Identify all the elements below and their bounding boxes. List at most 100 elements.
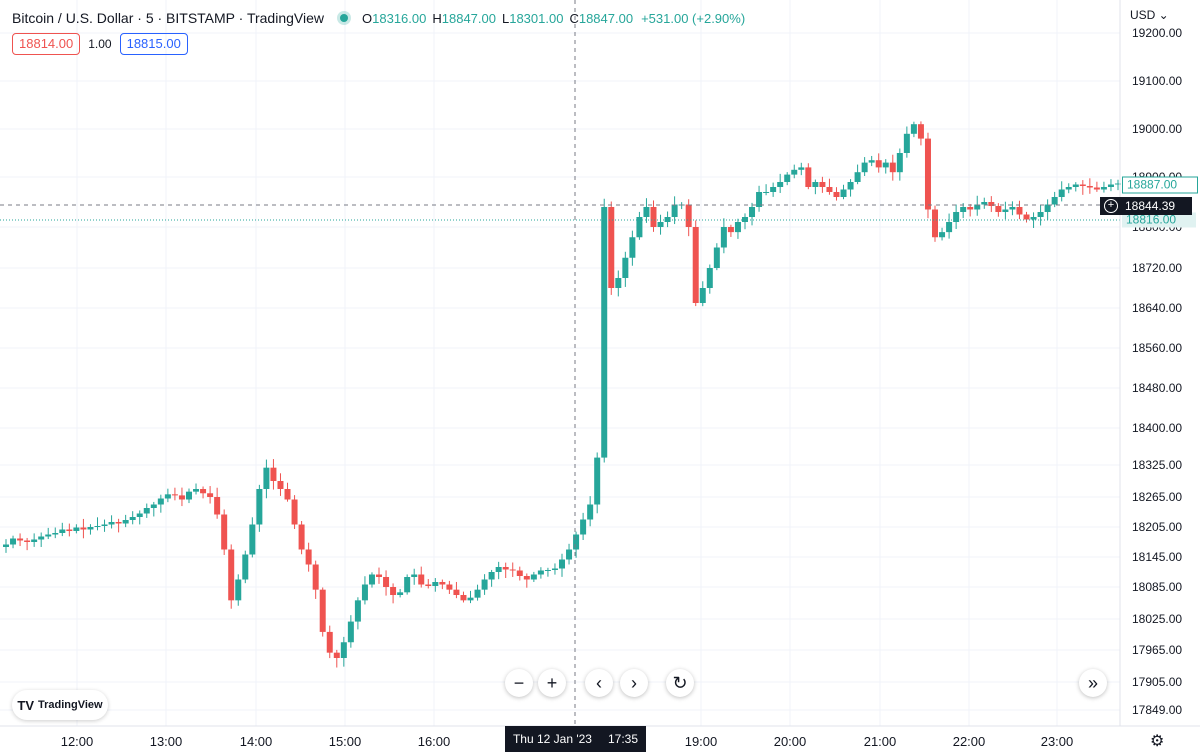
candle-body xyxy=(1023,214,1030,220)
candle-body xyxy=(727,227,734,233)
reset-chart-button[interactable]: ↻ xyxy=(666,669,694,697)
scroll-to-realtime-button[interactable]: » xyxy=(1079,669,1107,697)
candle-body xyxy=(10,538,17,545)
price-tick-label: 19000.00 xyxy=(1132,122,1183,136)
price-tick-label: 18400.00 xyxy=(1132,421,1183,435)
price-tick-label: 18480.00 xyxy=(1132,381,1183,395)
candle-body xyxy=(474,589,481,598)
candle-body xyxy=(340,642,347,658)
add-alert-icon[interactable]: + xyxy=(1104,199,1118,213)
price-tick-label: 18145.00 xyxy=(1132,550,1183,564)
candle-body xyxy=(939,232,946,238)
candle-body xyxy=(974,204,981,210)
candle-body xyxy=(361,584,368,601)
symbol-title[interactable]: Bitcoin / U.S. Dollar · 5 · BITSTAMP · T… xyxy=(12,10,324,26)
candle-body xyxy=(502,567,509,570)
gear-icon[interactable]: ⚙ xyxy=(1150,733,1165,750)
candle-body xyxy=(467,597,474,601)
candle-body xyxy=(80,527,87,530)
price-axis[interactable]: 19200.0019100.0019000.0018900.0018800.00… xyxy=(1120,0,1200,726)
candle-body xyxy=(150,504,157,508)
candle-body xyxy=(805,167,812,187)
candle-body xyxy=(953,212,960,222)
candle-body xyxy=(171,494,178,496)
change-value: +531.00 (+2.90%) xyxy=(641,10,746,26)
price-tick-label: 18205.00 xyxy=(1132,520,1183,534)
candle-body xyxy=(622,257,629,278)
candle-body xyxy=(256,489,263,525)
candle-body xyxy=(122,520,129,524)
candle-body xyxy=(594,457,601,505)
time-tick-label: 12:00 xyxy=(60,734,94,749)
candle-body xyxy=(826,187,833,192)
tradingview-logo[interactable]: TV TradingView xyxy=(12,690,108,720)
candle-body xyxy=(643,207,650,217)
candle-body xyxy=(847,182,854,190)
trade-panel: 18814.00 1.00 18815.00 xyxy=(12,33,188,55)
time-tick-label: 21:00 xyxy=(863,734,897,749)
candle-body xyxy=(988,202,995,206)
candle-body xyxy=(87,527,94,530)
time-axis[interactable]: 12:00 13:00 14:00 15:00 16:00 19:00 20:00 21:00… xyxy=(0,726,1120,755)
candle-body xyxy=(221,514,228,550)
candle-body xyxy=(1093,187,1100,190)
candle-body xyxy=(544,570,551,571)
candle-body xyxy=(24,540,31,542)
cursor-date: Thu 12 Jan '23 xyxy=(512,732,592,746)
candle-body xyxy=(178,495,185,500)
candle-body xyxy=(418,574,425,585)
time-tick-label: 23:00 xyxy=(1040,734,1074,749)
cursor-price-tag[interactable]: + 18844.39 xyxy=(1100,197,1192,215)
currency-label: USD xyxy=(1130,8,1156,22)
candle-body xyxy=(291,499,298,525)
candle-body xyxy=(94,526,101,527)
scroll-left-button[interactable]: ‹ xyxy=(585,669,613,697)
sell-button[interactable]: 18814.00 xyxy=(12,33,81,55)
candle-body xyxy=(326,631,333,653)
candle-body xyxy=(66,529,73,531)
candle-body xyxy=(981,202,988,205)
candle-body xyxy=(115,522,122,524)
minus-icon: − xyxy=(513,672,525,693)
candle-body xyxy=(59,529,66,533)
candle-body xyxy=(960,207,967,212)
zoom-out-button[interactable]: − xyxy=(505,669,533,697)
high-value: 18847.00 xyxy=(441,10,496,26)
currency-selector[interactable]: USD ⌄ xyxy=(1130,8,1169,22)
scroll-right-button[interactable]: › xyxy=(620,669,648,697)
candle-body xyxy=(1030,217,1037,220)
candle-body xyxy=(1107,184,1114,187)
zoom-in-button[interactable]: + xyxy=(538,669,566,697)
candle-body xyxy=(270,467,277,481)
logo-text: TradingView xyxy=(38,699,103,711)
time-tick-label: 14:00 xyxy=(239,734,273,749)
candle-body xyxy=(193,489,200,492)
candle-body xyxy=(383,577,390,587)
candle-body xyxy=(615,278,622,288)
candle-body xyxy=(819,182,826,187)
candle-body xyxy=(101,524,108,526)
candle-body xyxy=(967,207,974,210)
candle-body xyxy=(354,600,361,622)
candle-body xyxy=(1044,204,1051,212)
candle-body xyxy=(798,167,805,170)
candle-body xyxy=(763,192,770,193)
time-tick-label: 22:00 xyxy=(952,734,986,749)
buy-button[interactable]: 18815.00 xyxy=(119,33,188,55)
candle-body xyxy=(713,247,720,268)
candle-body xyxy=(347,621,354,643)
spread-value: 1.00 xyxy=(88,37,112,51)
candle-body xyxy=(495,567,502,572)
candle-body xyxy=(896,153,903,173)
candle-body xyxy=(1079,184,1086,186)
time-tick-label: 15:00 xyxy=(328,734,362,749)
candle-body xyxy=(390,587,397,595)
candle-body xyxy=(3,544,9,547)
candle-body xyxy=(1072,184,1079,187)
candle-body xyxy=(791,169,798,175)
price-tick-label: 18560.00 xyxy=(1132,341,1183,355)
price-tick-label: 18265.00 xyxy=(1132,490,1183,504)
candle-body xyxy=(875,160,882,168)
